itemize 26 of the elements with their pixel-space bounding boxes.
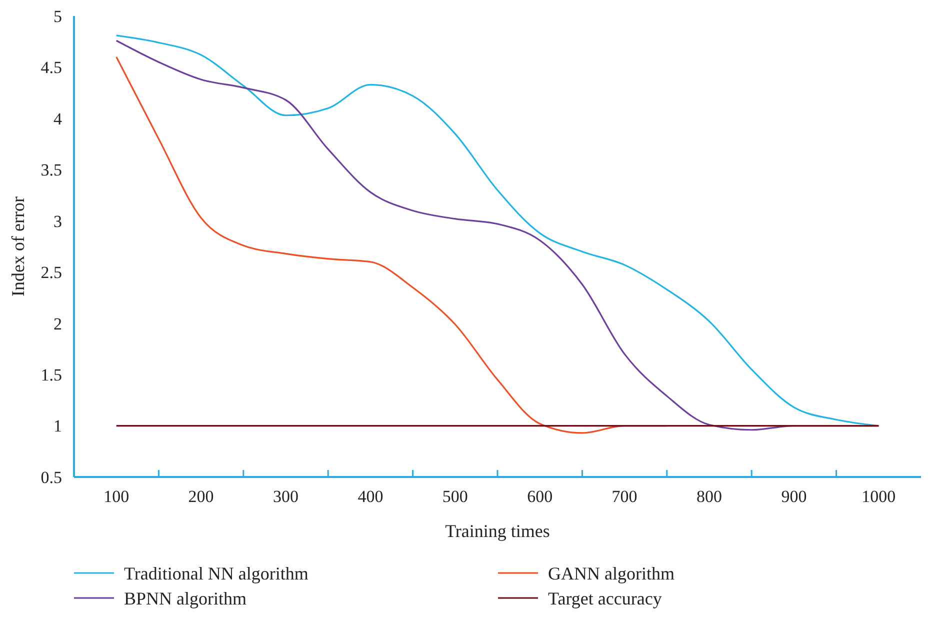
x-tick-label: 700: [612, 487, 638, 506]
x-tick-label: 800: [696, 487, 722, 506]
y-tick-label: 2: [54, 314, 62, 334]
y-tick-label: 1: [54, 416, 62, 436]
x-tick-label: 200: [188, 487, 214, 506]
legend-label: Traditional NN algorithm: [124, 563, 308, 584]
y-tick-label: 4: [54, 109, 62, 128]
y-tick-label: 4.5: [40, 58, 62, 78]
x-tick-label: 500: [442, 487, 468, 506]
y-tick-label: 2.5: [40, 263, 62, 282]
x-tick-label: 300: [273, 487, 298, 506]
y-tick-label: 0.5: [40, 468, 62, 487]
y-tick-label: 3: [54, 212, 62, 231]
legend-label: GANN algorithm: [548, 563, 674, 584]
x-tick-label: 400: [358, 487, 384, 506]
legend-label: BPNN algorithm: [124, 588, 247, 608]
x-tick-label: 100: [104, 487, 130, 506]
y-axis-title: Index of error: [8, 196, 28, 296]
y-tick-label: 1.5: [40, 366, 62, 385]
x-tick-label: 900: [781, 487, 807, 506]
legend-label: Target accuracy: [548, 588, 662, 608]
y-tick-label: 5: [54, 6, 62, 26]
x-tick-label: 600: [527, 487, 553, 506]
x-tick-label: 1000: [862, 487, 896, 506]
x-axis-title: Training times: [445, 521, 550, 541]
y-tick-label: 3.5: [40, 160, 62, 180]
